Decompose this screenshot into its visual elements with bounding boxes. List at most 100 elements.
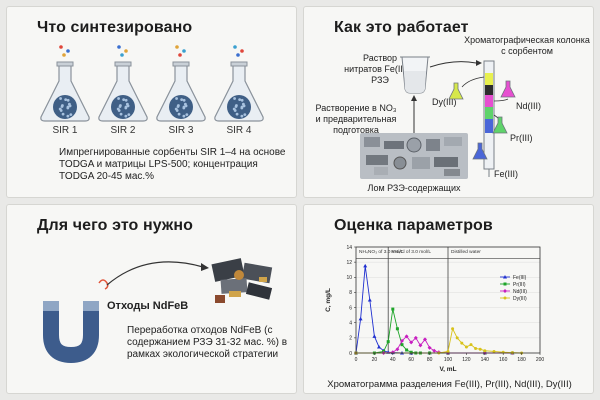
chromatography-column-icon: [483, 60, 495, 177]
erlenmeyer-flask-icon: [156, 45, 206, 122]
x-tick-label: 100: [444, 357, 453, 363]
data-point: [427, 345, 432, 350]
scrap-metal-icon: [360, 133, 468, 179]
erlenmeyer-flask-icon: [214, 45, 264, 122]
data-point: [404, 334, 409, 339]
data-point: [460, 341, 464, 345]
flask-label-sir2: SIR 2: [110, 125, 136, 136]
sorbent-description: Импрегнированные сорбенты SIR 1–4 на осн…: [59, 147, 286, 182]
x-tick-label: 120: [462, 357, 471, 363]
panel-title: Для чего это нужно: [37, 217, 194, 234]
data-point: [464, 345, 468, 349]
y-tick-label: 4: [349, 321, 352, 327]
data-point: [363, 263, 368, 268]
arrow-to-column: [429, 61, 477, 68]
data-point: [372, 334, 377, 338]
region-label: NH₄Cl of 3.0 mol/L: [391, 249, 431, 255]
data-point: [503, 275, 507, 279]
magnet-icon: [43, 301, 99, 364]
erlenmeyer-flask-icon: [98, 45, 148, 122]
panel-why-needed: Для чего это нужно Отходы NdFeB Перерабо…: [6, 204, 297, 394]
dissolution-label: Растворение в NO₃ и предварительная подг…: [315, 103, 397, 135]
legend-entry: Dy(III): [513, 296, 527, 302]
y-axis-label: C, mg/L: [325, 288, 332, 312]
data-point: [451, 327, 455, 331]
erlenmeyer-flask-icon: [40, 45, 90, 122]
y-tick-label: 8: [349, 290, 352, 296]
panel-what-synthesized: Что синтезировано SIR 1 SIR 2 SIR 3 SIR …: [6, 6, 297, 198]
y-tick-label: 2: [349, 336, 352, 342]
panel-how-it-works: Как это работает Раствор нитратов Fe(III…: [303, 6, 594, 198]
y-tick-label: 0: [349, 351, 352, 357]
legend-entry: Fe(III): [513, 275, 527, 281]
legend-entry: Nd(III): [513, 289, 527, 295]
electronic-waste-icon: [211, 258, 273, 303]
data-point: [386, 340, 390, 344]
output-flask-icon: [492, 116, 508, 134]
arrow-to-waste: [106, 261, 204, 286]
x-tick-label: 140: [481, 357, 490, 363]
data-point: [478, 347, 482, 351]
x-tick-label: 40: [390, 357, 396, 363]
x-tick-label: 60: [408, 357, 414, 363]
x-tick-label: 200: [536, 357, 545, 363]
x-tick-label: 80: [427, 357, 433, 363]
panel-title: Оценка параметров: [334, 217, 493, 234]
panel-title: Что синтезировано: [37, 19, 193, 36]
x-tick-label: 0: [355, 357, 358, 363]
x-tick-label: 180: [517, 357, 526, 363]
flask-label-sir3: SIR 3: [168, 125, 194, 136]
data-point: [483, 349, 487, 353]
recycling-description: Переработка отходов NdFeB (с содержанием…: [127, 325, 288, 360]
scrap-label: Лом РЗЭ-содержащих материалов: [367, 183, 461, 197]
data-point: [391, 307, 395, 311]
nitrate-solution-label: Раствор нитратов Fe(III) и РЗЭ: [344, 53, 416, 85]
series-line: [356, 327, 522, 354]
spark-icon: [98, 279, 109, 290]
panel-parameter-evaluation: Оценка параметров NH₄NO₃ of 3.0 mol/L NH₄…: [303, 204, 594, 394]
data-point: [400, 338, 404, 343]
output-label-nd: Nd(III): [516, 101, 542, 111]
x-tick-label: 20: [372, 357, 378, 363]
chart-caption: Хроматограмма разделения Fe(III), Pr(III…: [327, 379, 572, 390]
data-point: [455, 336, 459, 340]
beaker-icon: [400, 56, 430, 94]
process-illustration: [360, 56, 516, 179]
data-point: [423, 337, 427, 342]
panel-title: Как это работает: [334, 19, 469, 36]
data-point: [405, 348, 409, 352]
data-point: [395, 347, 400, 352]
y-tick-label: 12: [346, 260, 352, 266]
flask-label-sir4: SIR 4: [226, 125, 252, 136]
output-flask-icon: [472, 142, 488, 160]
x-axis-label: V, mL: [439, 366, 456, 373]
data-point: [432, 348, 437, 353]
data-point: [503, 282, 507, 286]
data-point: [503, 289, 507, 293]
recycling-illustration: [43, 258, 273, 364]
data-point: [358, 316, 363, 321]
data-point: [469, 343, 473, 347]
data-point: [474, 346, 478, 350]
region-label: NH₄NO₃ of 3.0 mol/L: [359, 249, 404, 255]
waste-label: Отходы NdFeB: [107, 300, 189, 312]
data-point: [409, 350, 413, 354]
data-point: [446, 349, 450, 353]
data-point: [377, 344, 381, 349]
data-point: [503, 296, 507, 300]
data-point: [409, 340, 414, 345]
output-flask-icon: [500, 80, 516, 98]
region-label: Distilled water: [451, 249, 481, 255]
data-point: [418, 343, 423, 348]
data-point: [492, 349, 496, 353]
output-flask-icon: [448, 82, 464, 100]
output-label-dy: Dy(III): [432, 97, 457, 107]
data-point: [400, 343, 404, 347]
y-tick-label: 14: [346, 245, 352, 251]
x-tick-label: 160: [499, 357, 508, 363]
series-line: [355, 265, 513, 354]
output-label-pr: Pr(III): [510, 133, 533, 143]
flask-label-sir1: SIR 1: [52, 125, 78, 136]
output-label-fe: Fe(III): [494, 169, 518, 179]
